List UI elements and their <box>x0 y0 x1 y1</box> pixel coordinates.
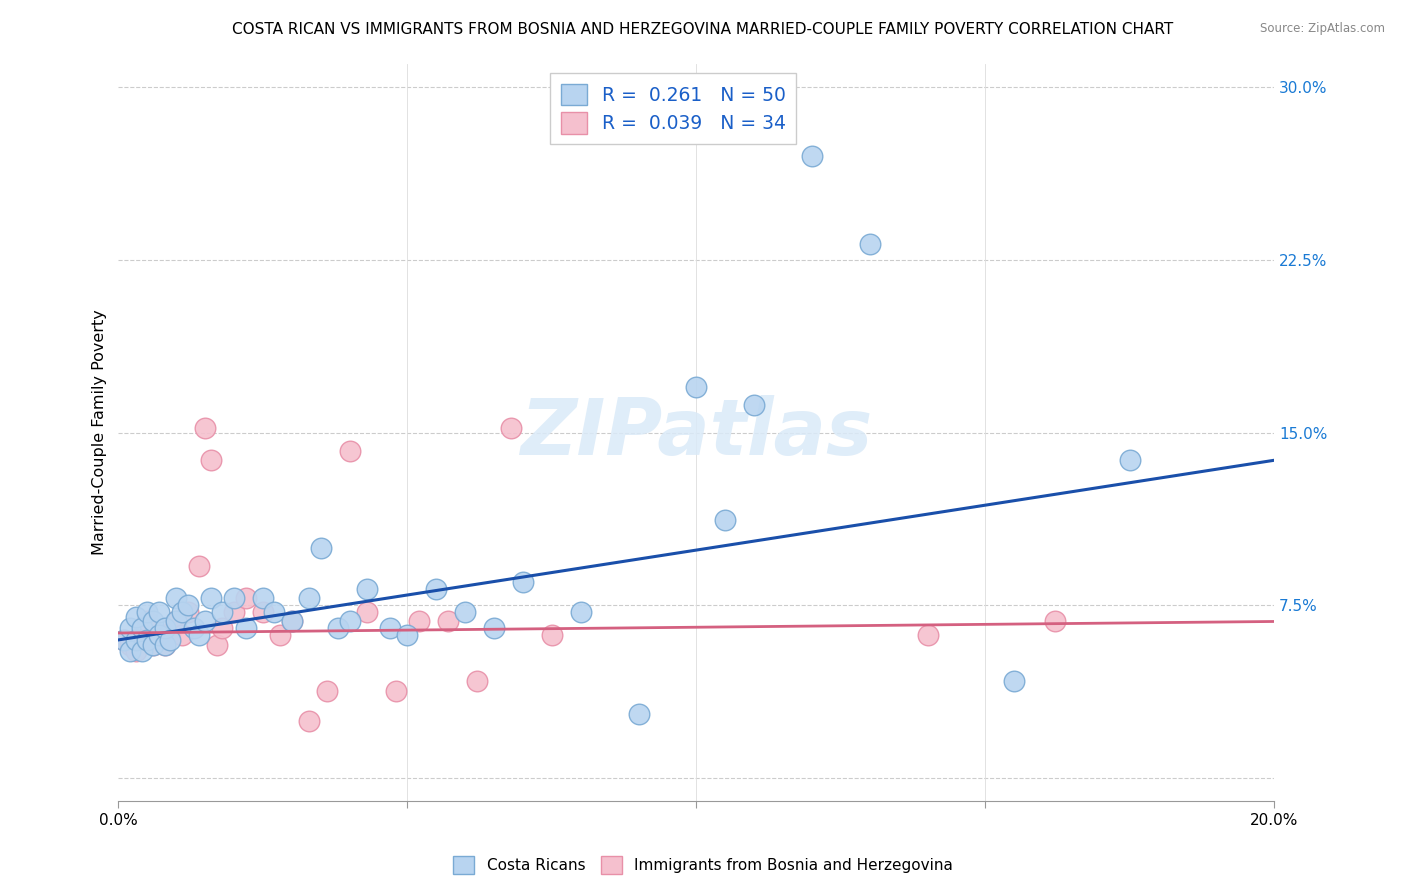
Legend: R =  0.261   N = 50, R =  0.039   N = 34: R = 0.261 N = 50, R = 0.039 N = 34 <box>550 73 796 144</box>
Point <box>194 421 217 435</box>
Text: Source: ZipAtlas.com: Source: ZipAtlas.com <box>1260 22 1385 36</box>
Point <box>148 628 170 642</box>
Point <box>309 541 332 555</box>
Point <box>501 421 523 435</box>
Point <box>1002 674 1025 689</box>
Point <box>339 444 361 458</box>
Point <box>378 621 401 635</box>
Point <box>118 621 141 635</box>
Point <box>859 236 882 251</box>
Point <box>118 638 141 652</box>
Point <box>222 605 245 619</box>
Point <box>269 628 291 642</box>
Point <box>465 674 488 689</box>
Point <box>159 626 181 640</box>
Point <box>541 628 564 642</box>
Point <box>112 632 135 647</box>
Point <box>714 513 737 527</box>
Point <box>408 615 430 629</box>
Point <box>148 628 170 642</box>
Point <box>454 605 477 619</box>
Point <box>125 644 148 658</box>
Point <box>281 615 304 629</box>
Point <box>136 632 159 647</box>
Point <box>627 706 650 721</box>
Point <box>136 605 159 619</box>
Point <box>482 621 505 635</box>
Point <box>188 628 211 642</box>
Point <box>205 638 228 652</box>
Point <box>165 615 187 629</box>
Point <box>252 591 274 606</box>
Point <box>356 582 378 597</box>
Point <box>298 591 321 606</box>
Point <box>177 605 200 619</box>
Point <box>252 605 274 619</box>
Point <box>131 628 153 642</box>
Point <box>153 638 176 652</box>
Point <box>1043 615 1066 629</box>
Point <box>1119 453 1142 467</box>
Point <box>298 714 321 728</box>
Point <box>148 605 170 619</box>
Point <box>437 615 460 629</box>
Point <box>569 605 592 619</box>
Point <box>136 615 159 629</box>
Point <box>165 615 187 629</box>
Point <box>235 591 257 606</box>
Y-axis label: Married-Couple Family Poverty: Married-Couple Family Poverty <box>93 310 107 556</box>
Point <box>131 644 153 658</box>
Point <box>112 632 135 647</box>
Point <box>211 621 233 635</box>
Point <box>742 398 765 412</box>
Text: COSTA RICAN VS IMMIGRANTS FROM BOSNIA AND HERZEGOVINA MARRIED-COUPLE FAMILY POVE: COSTA RICAN VS IMMIGRANTS FROM BOSNIA AN… <box>232 22 1174 37</box>
Text: ZIPatlas: ZIPatlas <box>520 394 873 471</box>
Point <box>118 644 141 658</box>
Point <box>315 683 337 698</box>
Point <box>165 591 187 606</box>
Point <box>131 621 153 635</box>
Point <box>200 453 222 467</box>
Point <box>153 638 176 652</box>
Point <box>356 605 378 619</box>
Point <box>142 638 165 652</box>
Point <box>801 149 824 163</box>
Point <box>159 632 181 647</box>
Point <box>281 615 304 629</box>
Point <box>170 605 193 619</box>
Point <box>263 605 285 619</box>
Point <box>326 621 349 635</box>
Point <box>188 559 211 574</box>
Point <box>125 610 148 624</box>
Point <box>200 591 222 606</box>
Point <box>142 615 165 629</box>
Point <box>183 621 205 635</box>
Point <box>125 632 148 647</box>
Point <box>153 621 176 635</box>
Point <box>385 683 408 698</box>
Point <box>142 638 165 652</box>
Point <box>177 599 200 613</box>
Point <box>425 582 447 597</box>
Point <box>222 591 245 606</box>
Point <box>917 628 939 642</box>
Point <box>211 605 233 619</box>
Point <box>170 628 193 642</box>
Point <box>235 621 257 635</box>
Point <box>396 628 419 642</box>
Point <box>194 615 217 629</box>
Point <box>685 379 707 393</box>
Point <box>339 615 361 629</box>
Point <box>512 575 534 590</box>
Legend: Costa Ricans, Immigrants from Bosnia and Herzegovina: Costa Ricans, Immigrants from Bosnia and… <box>447 850 959 880</box>
